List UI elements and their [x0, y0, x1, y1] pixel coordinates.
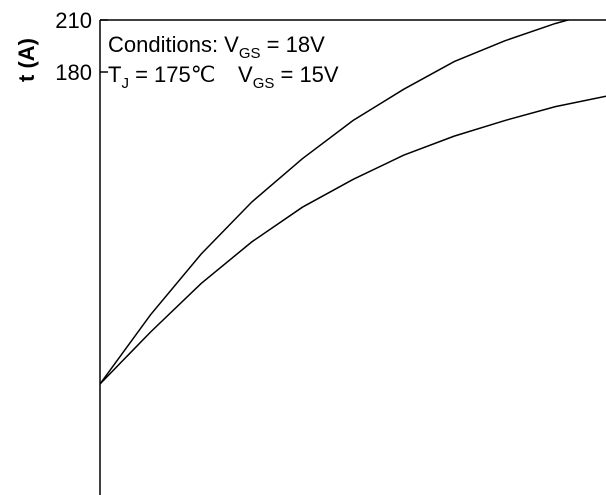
annotation-text: Conditions: V — [108, 32, 239, 57]
y-axis-label: t (A) — [14, 38, 39, 82]
annotation-sub: GS — [253, 75, 275, 92]
y-tick-label: 210 — [55, 8, 92, 33]
data-line — [100, 95, 606, 385]
annotation-text: = 15V — [274, 62, 339, 87]
annotation-text: = 18V — [261, 32, 326, 57]
annotation-sub: GS — [239, 45, 261, 62]
annotation: Conditions: VGS = 18V — [108, 32, 325, 62]
annotation-sub: J — [121, 75, 129, 92]
annotation-text: T — [108, 62, 121, 87]
y-tick-label: 180 — [55, 60, 92, 85]
annotation: TJ = 175℃ VGS = 15V — [108, 62, 339, 92]
data-line — [100, 20, 571, 385]
annotation-text: V — [238, 62, 253, 87]
plot-area — [100, 20, 606, 385]
annotation-text: = 175℃ — [129, 62, 216, 87]
